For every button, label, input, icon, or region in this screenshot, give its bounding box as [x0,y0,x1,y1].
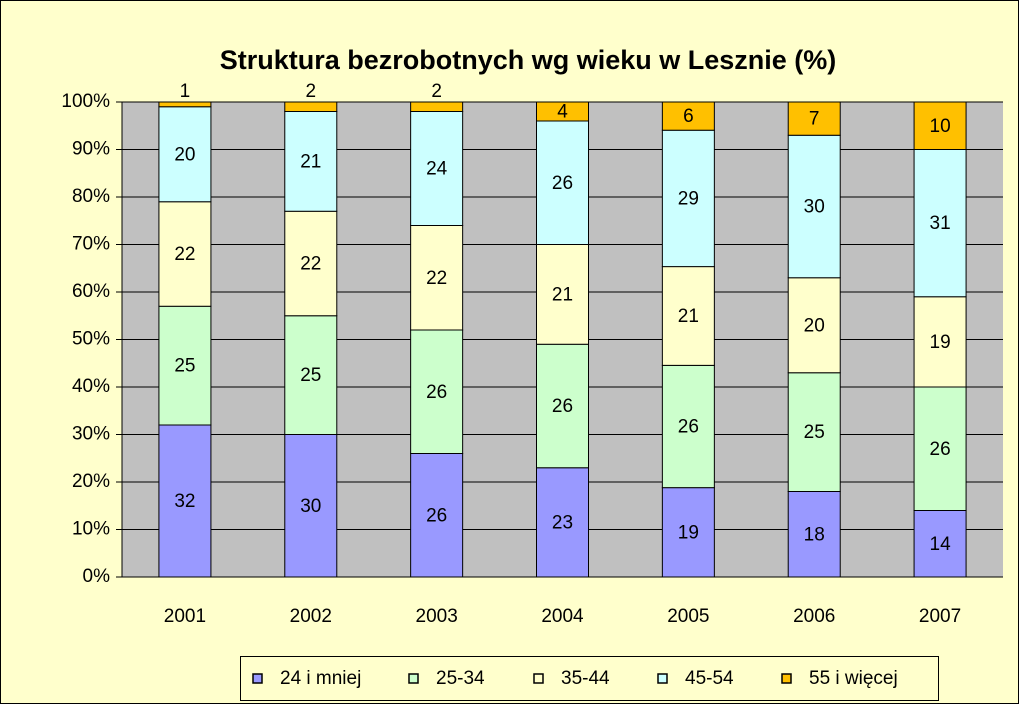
bar-segment [158,424,212,578]
legend-label: 55 i więcej [809,668,898,689]
data-label: 2 [431,81,442,102]
data-label: 7 [809,109,820,130]
legend-label: 25-34 [436,668,485,689]
y-tick-label: 30% [72,424,110,445]
bar-segment [913,386,967,511]
y-tick-label: 60% [72,281,110,302]
data-label: 26 [678,417,699,438]
data-label: 6 [683,106,694,127]
bar-segment [913,510,967,578]
bar-segment [661,266,715,366]
bar-segment [536,101,589,122]
x-tick-label: 2005 [667,606,709,627]
y-tick-label: 50% [72,329,110,350]
legend-swatch [781,673,792,684]
data-label: 4 [557,102,568,123]
y-tick-label: 40% [72,376,110,397]
bar-segment [536,467,589,578]
bar-segment [913,149,967,298]
bar-segment [284,210,338,317]
data-label: 26 [552,396,573,417]
bar-segment [913,296,967,388]
legend-swatch [252,673,263,684]
data-label: 19 [678,522,699,543]
data-label: 23 [552,512,573,533]
legend-label: 45-54 [685,668,734,689]
bar-segment [787,491,841,578]
data-label: 22 [426,268,447,289]
bar-segment [661,101,715,131]
data-label: 29 [678,188,699,209]
data-label: 24 [426,159,448,180]
legend-swatch [657,673,668,684]
x-tick-label: 2003 [416,606,458,627]
bar-segment [410,453,464,578]
bar-segment [284,101,338,112]
bar-segment [913,101,967,150]
data-label: 21 [678,306,699,327]
bar-segment [410,101,464,112]
data-label: 32 [174,491,195,512]
x-tick-label: 2007 [919,606,961,627]
data-label: 22 [174,244,195,265]
bar-segment [410,225,464,331]
data-label: 25 [804,422,825,443]
legend-swatch [408,673,419,684]
data-label: 25 [300,365,321,386]
bar-segment [284,434,338,578]
legend-box [240,656,939,701]
bar-segment [158,106,212,203]
data-label: 20 [174,144,195,165]
bar-segment [410,111,464,226]
y-tick-label: 20% [72,471,110,492]
bar-segment [536,343,589,469]
bar-segment [787,101,841,136]
data-label: 21 [300,151,321,172]
data-label: 26 [552,173,573,194]
bar-segment [284,111,338,212]
x-tick-label: 2002 [290,606,332,627]
chart-title: Struktura bezrobotnych wg wieku w Leszni… [220,45,837,75]
y-tick-label: 0% [83,566,111,587]
y-tick-label: 80% [72,186,110,207]
x-tick-label: 2001 [164,606,206,627]
x-tick-label: 2004 [541,606,584,627]
data-label: 30 [300,496,321,517]
data-label: 30 [804,197,825,218]
data-label: 2 [305,81,316,102]
data-label: 26 [930,439,951,460]
bar-segment [158,305,212,426]
legend-label: 24 i mniej [280,668,361,689]
x-tick-label: 2006 [793,606,835,627]
bar-segment [158,201,212,307]
bar-segment [410,329,464,454]
y-tick-label: 10% [72,519,110,540]
bar-segment [661,487,715,578]
legend-label: 35-44 [561,668,610,689]
y-tick-label: 90% [72,139,110,160]
data-label: 14 [930,534,952,555]
y-tick-label: 70% [72,234,110,255]
bar-segment [536,244,589,345]
data-label: 18 [804,524,825,545]
data-label: 19 [930,332,951,353]
data-label: 21 [552,284,573,305]
data-label: 20 [804,315,825,336]
data-label: 26 [426,382,447,403]
data-label: 1 [180,81,191,102]
bar-segment [661,129,715,268]
data-label: 25 [174,356,195,377]
bar-segment [284,315,338,435]
data-label: 10 [930,116,951,137]
legend-swatch [533,673,544,684]
bar-segment [158,101,212,108]
bar-segment [661,364,715,489]
y-tick-label: 100% [61,91,110,112]
data-label: 31 [930,213,951,234]
data-label: 22 [300,254,321,275]
bar-segment [787,134,841,279]
data-label: 26 [426,505,447,526]
